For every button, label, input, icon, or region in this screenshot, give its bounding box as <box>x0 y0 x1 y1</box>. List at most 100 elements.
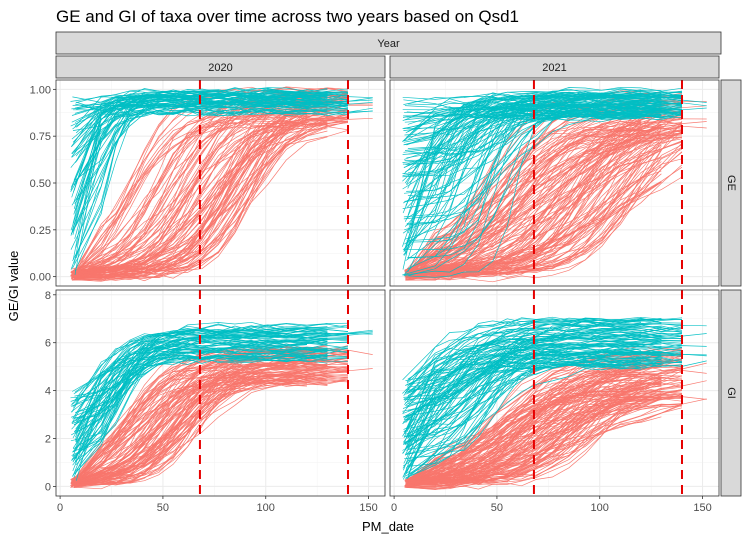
x-tick-label: 100 <box>591 502 609 514</box>
metric-label-GI: GI <box>725 387 737 399</box>
series-line-a <box>71 382 307 484</box>
series-line-b <box>72 355 328 423</box>
year-strip-2020 <box>55 55 386 79</box>
series-line-b <box>406 355 662 474</box>
series-lines <box>402 316 707 490</box>
series-line-a <box>407 124 683 278</box>
series-line-a <box>404 385 662 488</box>
series-line-a <box>405 120 641 277</box>
year-strip-label: Year <box>377 38 400 50</box>
series-line-a <box>407 365 662 483</box>
series-line-a <box>406 140 641 276</box>
series-line-a <box>73 352 349 484</box>
series-line-b <box>71 346 349 424</box>
series-line-b <box>71 93 328 147</box>
y-tick-label: 6 <box>45 338 51 350</box>
series-line-b <box>70 108 307 192</box>
series-line-b <box>402 96 683 122</box>
series-line-b <box>404 351 707 433</box>
series-line-a <box>70 111 307 278</box>
column-header-strip: Year <box>55 31 722 55</box>
series-line-b <box>74 336 349 401</box>
series-line-b <box>404 349 662 438</box>
series-line-a <box>72 116 349 282</box>
series-line-a <box>408 354 683 488</box>
series-line-a <box>407 360 683 480</box>
series-line-a <box>74 376 328 488</box>
series-line-b <box>72 331 373 477</box>
series-line-b <box>405 360 662 469</box>
series-line-b <box>404 89 662 136</box>
series-line-a <box>406 148 683 273</box>
series-line-a <box>410 138 683 281</box>
series-line-a <box>408 390 683 482</box>
series-line-a <box>407 396 707 484</box>
series-line-a <box>406 403 683 486</box>
series-line-b <box>75 339 328 438</box>
metric-strip-GE <box>720 79 742 287</box>
x-tick-label: 0 <box>57 502 63 514</box>
series-line-a <box>409 122 683 277</box>
series-lines <box>70 86 373 282</box>
series-line-a <box>72 357 328 484</box>
series-line-a <box>404 186 642 275</box>
panel-GE-2021 <box>389 79 720 287</box>
series-line-a <box>74 87 349 275</box>
series-line-a <box>407 345 683 487</box>
series-line-b <box>72 334 328 420</box>
y-tick-label: 0.75 <box>30 131 51 143</box>
series-line-b <box>75 101 349 157</box>
series-line-a <box>407 362 683 487</box>
y-tick-label: 0 <box>45 481 51 493</box>
series-line-a <box>72 361 328 483</box>
panel-border <box>55 289 386 497</box>
series-line-b <box>70 346 328 442</box>
series-line-a <box>406 126 641 278</box>
x-tick-label: 150 <box>359 502 377 514</box>
series-line-b <box>407 102 683 259</box>
series-line-b <box>406 331 662 393</box>
series-line-a <box>407 390 683 490</box>
series-line-a <box>407 141 683 272</box>
series-line-a <box>405 149 662 280</box>
series-line-b <box>74 89 307 183</box>
y-tick-label: 1.00 <box>30 84 51 96</box>
series-line-a <box>70 364 349 490</box>
series-line-a <box>408 393 641 486</box>
series-line-a <box>404 404 683 487</box>
series-line-b <box>402 323 662 451</box>
series-line-b <box>402 95 683 177</box>
series-line-a <box>76 103 307 278</box>
series-line-a <box>410 381 662 480</box>
series-line-b <box>404 328 683 404</box>
series-line-b <box>74 88 328 127</box>
series-line-a <box>405 388 683 486</box>
series-line-a <box>73 360 349 486</box>
x-tick-label: 0 <box>391 502 397 514</box>
series-line-a <box>405 144 662 275</box>
series-line-a <box>407 129 683 275</box>
series-line-a <box>405 382 683 487</box>
series-line-b <box>402 318 683 469</box>
series-line-a <box>406 118 683 279</box>
series-line-a <box>405 391 662 485</box>
y-tick-label: 2 <box>45 434 51 446</box>
series-line-b <box>406 327 683 403</box>
series-line-b <box>75 338 328 414</box>
series-lines <box>70 321 373 490</box>
panel-border <box>389 289 720 497</box>
y-tick-label: 8 <box>45 290 51 302</box>
x-axis-title: PM_date <box>362 519 414 534</box>
series-line-a <box>408 119 642 274</box>
series-line-b <box>406 361 683 442</box>
series-line-a <box>409 393 683 482</box>
year-label-2020: 2020 <box>208 62 232 74</box>
series-line-b <box>75 103 307 181</box>
series-line-b <box>76 106 373 162</box>
series-line-a <box>407 121 642 273</box>
metric-label-GE: GE <box>725 175 737 191</box>
series-line-a <box>75 97 349 278</box>
series-line-b <box>74 352 307 393</box>
series-line-a <box>407 382 662 487</box>
series-line-a <box>406 133 683 277</box>
